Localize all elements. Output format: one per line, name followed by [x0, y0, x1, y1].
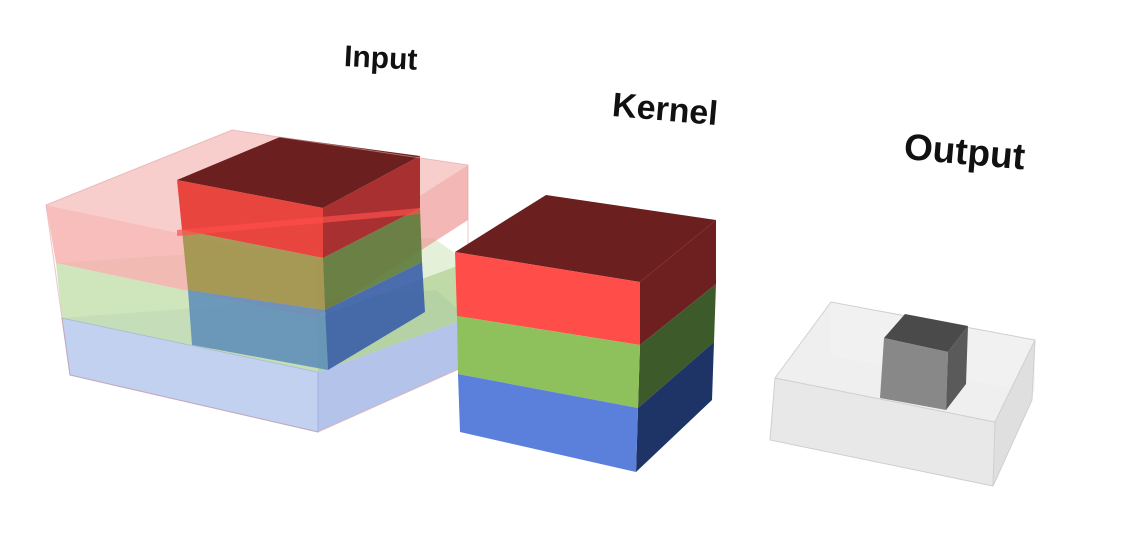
input-volume [45, 129, 469, 433]
kernel-front-blue [458, 374, 638, 472]
output-volume [769, 301, 1036, 487]
kernel-volume [455, 195, 716, 472]
output-element-cube [880, 314, 968, 410]
receptive-field-cube [177, 137, 425, 370]
input-label: Input [343, 40, 419, 77]
kernel-front-green [457, 316, 640, 408]
kernel-front-red [455, 252, 640, 345]
kernel-right-red [640, 220, 716, 345]
kernel-right-blue [636, 342, 714, 472]
kernel-right-green [638, 284, 716, 408]
kernel-top-face [455, 195, 716, 282]
